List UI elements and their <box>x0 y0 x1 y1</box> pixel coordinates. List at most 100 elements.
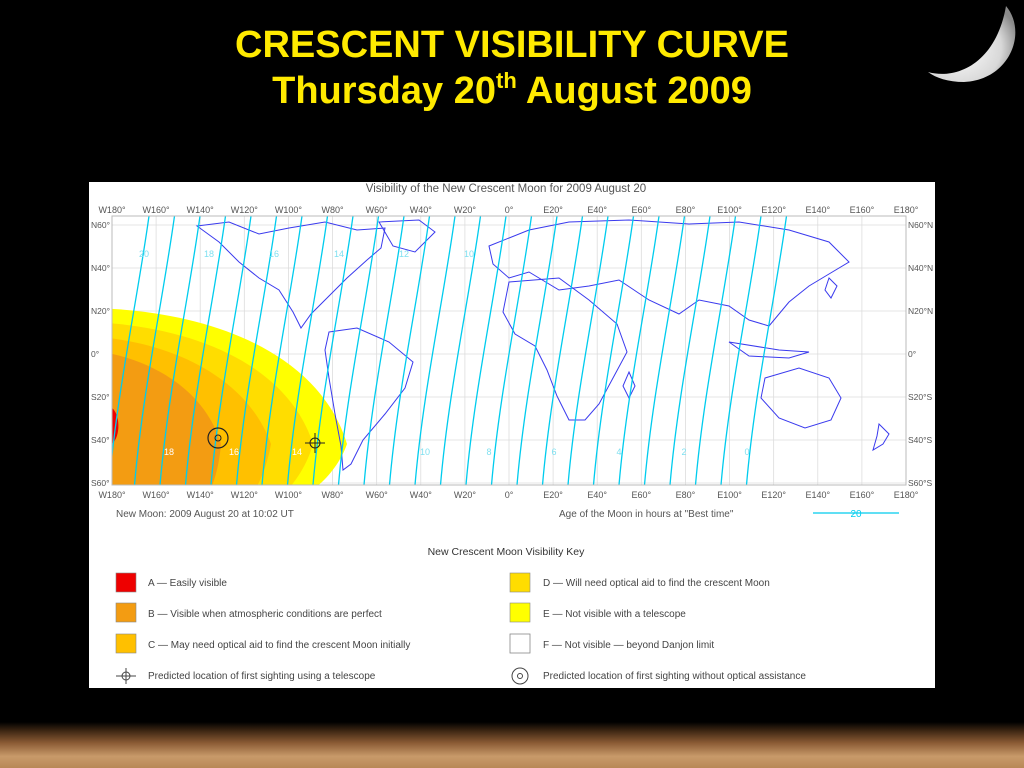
longitude-label-top: E40° <box>587 205 607 215</box>
naked-eye-marker-icon <box>511 667 529 685</box>
age-curve <box>159 216 201 485</box>
longitude-label-top: W180° <box>98 205 126 215</box>
longitude-label-bottom: W60° <box>366 490 389 500</box>
longitude-label-bottom: E180° <box>894 490 919 500</box>
latitude-label-left: N20° <box>91 306 110 316</box>
key-label-c: C — May need optical aid to find the cre… <box>148 640 410 651</box>
swatch-zone-c <box>115 633 137 654</box>
age-curve <box>261 216 303 485</box>
key-label-a: A — Easily visible <box>148 578 227 589</box>
crescent-moon-icon <box>928 6 1016 82</box>
map-area: 20 18 16 14 12 10 18 16 14 10 8 6 4 2 0 <box>111 215 907 486</box>
key-item-naked-eye: Predicted location of first sighting wit… <box>511 667 806 685</box>
longitude-label-bottom: E80° <box>676 490 696 500</box>
age-curve <box>618 216 660 485</box>
south-america-coast <box>324 327 414 471</box>
longitude-label-bottom: W180° <box>98 490 126 500</box>
longitude-label-top: W60° <box>366 205 389 215</box>
latitude-label-right: N20°N <box>908 306 933 316</box>
latitude-label-right: S40°S <box>908 435 933 445</box>
longitude-label-top: E60° <box>632 205 652 215</box>
age-curve <box>669 216 711 485</box>
age-curve <box>235 216 278 485</box>
longitude-label-bottom: W20° <box>454 490 477 500</box>
longitude-label-top: W160° <box>143 205 171 215</box>
visibility-figure: Visibility of the New Crescent Moon for … <box>89 182 935 688</box>
latitude-label-left: S60° <box>91 478 110 488</box>
title-date-prefix: Thursday 20 <box>272 70 496 112</box>
longitude-label-bottom: W100° <box>275 490 303 500</box>
longitude-label-top: E140° <box>805 205 830 215</box>
age-curve-label: 6 <box>551 447 556 457</box>
age-curve-label: 8 <box>486 447 491 457</box>
longitude-label-bottom: E60° <box>632 490 652 500</box>
longitude-label-top: E100° <box>717 205 742 215</box>
longitude-label-bottom: E40° <box>587 490 607 500</box>
latitude-label-left: N40° <box>91 263 110 273</box>
latitude-label-right: 0° <box>908 349 916 359</box>
telescope-marker-icon <box>116 668 136 684</box>
longitude-label-bottom: W40° <box>410 490 433 500</box>
longitude-label-top: E80° <box>676 205 696 215</box>
new-zealand-coast <box>872 422 890 452</box>
key-item-c: C — May need optical aid to find the cre… <box>115 633 410 654</box>
age-curve-label: 18 <box>204 249 214 259</box>
latitude-label-left: S40° <box>91 435 110 445</box>
age-curve <box>184 216 227 485</box>
latitude-label-right: S20°S <box>908 392 933 402</box>
key-label-e: E — Not visible with a telescope <box>543 609 686 620</box>
age-curve-label: 16 <box>269 249 279 259</box>
age-curve <box>567 216 609 485</box>
longitude-label-bottom: E100° <box>717 490 742 500</box>
title-line-1: CRESCENT VISIBILITY CURVE <box>235 24 789 66</box>
age-curve-label: 12 <box>399 249 409 259</box>
latitude-label-left: N60° <box>91 220 110 230</box>
new-moon-time: New Moon: 2009 August 20 at 10:02 UT <box>116 509 294 520</box>
age-curve <box>745 216 788 485</box>
slide-title: CRESCENT VISIBILITY CURVE Thursday 20th … <box>0 22 1024 114</box>
age-curve <box>312 216 354 485</box>
swatch-zone-d <box>509 572 531 593</box>
age-legend-sample: 20 <box>850 509 862 520</box>
age-curve <box>337 216 380 485</box>
longitude-label-top: W120° <box>231 205 259 215</box>
key-item-d: D — Will need optical aid to find the cr… <box>509 572 770 593</box>
age-caption: Age of the Moon in hours at "Best time" <box>559 509 734 520</box>
age-curve <box>286 216 329 485</box>
telescope-sighting-marker <box>305 433 325 453</box>
age-curve <box>388 216 431 485</box>
age-curve <box>541 216 584 485</box>
longitude-label-bottom: E120° <box>761 490 786 500</box>
key-item-f: F — Not visible — beyond Danjon limit <box>509 633 714 654</box>
longitude-label-top: 0° <box>505 205 514 215</box>
age-curve-label: 16 <box>229 447 239 457</box>
age-curve <box>210 216 252 485</box>
age-curve-label: 14 <box>334 249 344 259</box>
longitude-label-bottom: W120° <box>231 490 259 500</box>
latitude-labels-left: N60° N40° N20° 0° S20° S40° S60° <box>91 220 110 488</box>
longitude-label-top: W140° <box>187 205 215 215</box>
age-curve-labels-bottom: 18 16 14 10 8 6 4 2 0 <box>164 447 750 457</box>
age-curve-label: 2 <box>681 447 686 457</box>
longitude-label-top: E160° <box>850 205 875 215</box>
swatch-zone-f <box>509 633 531 654</box>
bottom-gradient-band <box>0 722 1024 768</box>
age-curve <box>465 216 507 485</box>
longitude-label-top: W20° <box>454 205 477 215</box>
key-item-e: E — Not visible with a telescope <box>509 602 686 623</box>
swatch-zone-b <box>115 602 137 623</box>
map-title: Visibility of the New Crescent Moon for … <box>366 183 646 195</box>
africa-coast <box>502 277 628 421</box>
age-curve <box>516 216 558 485</box>
key-item-telescope: Predicted location of first sighting usi… <box>116 668 376 684</box>
age-curve-label: 10 <box>420 447 430 457</box>
age-curve-label: 0 <box>744 447 749 457</box>
key-item-b: B — Visible when atmospheric conditions … <box>115 602 382 623</box>
longitude-label-bottom: E20° <box>543 490 563 500</box>
japan-coast <box>824 277 838 299</box>
age-curve-labels-top: 20 18 16 14 12 10 <box>139 249 474 259</box>
age-curve <box>643 216 686 485</box>
key-item-a: A — Easily visible <box>115 572 227 593</box>
longitude-labels-bottom: W180° W160° W140° W120° W100° W80° W60° W40° W20… <box>98 490 918 500</box>
longitude-label-bottom: E160° <box>850 490 875 500</box>
